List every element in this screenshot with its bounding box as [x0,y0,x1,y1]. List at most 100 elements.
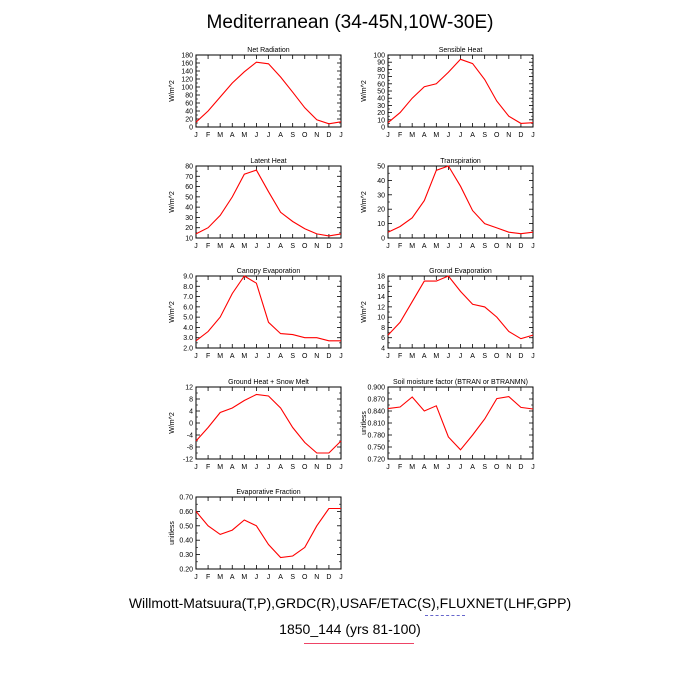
y-tick-label: 40 [185,109,193,116]
y-tick-label: 0.780 [367,433,385,440]
y-tick-label: 30 [185,215,193,222]
x-tick-label: A [230,132,235,139]
series-line [387,165,534,235]
x-tick-label: O [302,243,308,250]
series-line [195,507,341,559]
y-tick-label: 0.840 [367,409,385,416]
x-tick-label: M [217,132,223,139]
x-tick-label: O [494,464,500,471]
y-tick-label: 60 [185,184,193,191]
panel-title: Ground Evaporation [429,268,492,275]
x-tick-label: J [447,132,451,139]
y-tick-label: 40 [377,96,385,103]
x-tick-label: J [531,353,535,360]
x-tick-label: S [290,243,295,250]
x-tick-label: A [278,574,283,581]
x-tick-label: J [339,464,343,471]
x-tick-label: A [278,132,283,139]
y-tick-label: 50 [185,194,193,201]
chart-panel: Soil moisture factor (BTRAN or BTRANMN) 0… [361,379,535,471]
x-tick-label: J [339,243,343,250]
x-tick-label: A [422,132,427,139]
panel-title: Sensible Heat [439,47,483,54]
y-tick-label: 90 [377,60,385,67]
y-tick-label: 3.0 [183,335,193,342]
panel-title: Soil moisture factor (BTRAN or BTRANMN) [393,379,528,386]
y-tick-label: 0 [189,421,193,428]
y-tick-label: 60 [377,81,385,88]
y-tick-label: 20 [185,117,193,124]
chart-panel: Evaporative Fraction 0.20 0.30 0.40 0.50 0.60… [169,489,343,581]
plot-frame [195,275,342,349]
y-axis-label: W/m^2 [169,191,176,213]
x-tick-label: M [409,132,415,139]
y-tick-label: 0.810 [367,421,385,428]
y-tick-label: 20 [377,207,385,214]
y-tick-label: 8 [189,397,193,404]
x-tick-label: J [531,464,535,471]
y-tick-label: 0.750 [367,445,385,452]
series-line [195,61,342,125]
x-tick-label: O [494,132,500,139]
y-tick-label: -8 [187,445,193,452]
x-tick-label: J [194,243,198,250]
x-tick-label: F [206,464,210,471]
y-axis-label: W/m^2 [361,80,368,102]
y-tick-label: 0.40 [179,538,193,545]
x-tick-label: N [314,132,319,139]
y-tick-label: 70 [377,74,385,81]
x-tick-label: J [255,464,259,471]
caption-dashes [425,615,465,616]
x-tick-label: J [447,353,451,360]
y-tick-label: 0.720 [367,457,385,464]
series-line [387,58,534,124]
y-axis-label: W/m^2 [361,301,368,323]
x-tick-label: A [470,132,475,139]
y-tick-label: 0.50 [179,523,193,530]
x-tick-label: F [398,132,402,139]
x-tick-label: J [194,464,198,471]
x-tick-label: M [433,353,439,360]
x-tick-label: F [206,243,210,250]
x-tick-label: J [255,574,259,581]
x-tick-label: J [386,353,390,360]
x-tick-label: O [494,243,500,250]
y-tick-label: 0.900 [367,385,385,392]
x-tick-label: M [433,132,439,139]
x-tick-label: A [422,464,427,471]
x-tick-label: N [314,464,319,471]
x-tick-label: D [326,243,331,250]
x-tick-label: J [267,353,271,360]
series-line [387,396,534,451]
x-tick-label: J [339,132,343,139]
caption-underline [304,643,414,644]
x-tick-label: D [326,353,331,360]
y-tick-label: 6.0 [183,304,193,311]
x-tick-label: J [255,132,259,139]
x-tick-label: N [314,243,319,250]
x-tick-label: O [302,353,308,360]
x-tick-label: N [506,243,511,250]
x-tick-label: S [290,132,295,139]
x-tick-label: J [255,353,259,360]
panel-title: Latent Heat [250,158,286,165]
y-tick-label: 9.0 [183,274,193,281]
y-tick-label: 0.30 [179,552,193,559]
x-tick-label: M [433,464,439,471]
y-tick-label: 10 [377,117,385,124]
x-tick-label: J [447,243,451,250]
y-tick-label: 70 [185,174,193,181]
x-tick-label: J [267,464,271,471]
x-tick-label: O [302,464,308,471]
x-tick-label: A [230,464,235,471]
y-tick-label: 40 [377,178,385,185]
y-tick-label: 10 [377,221,385,228]
x-tick-label: J [386,243,390,250]
series-line [387,275,534,340]
y-tick-label: 12 [377,304,385,311]
x-tick-label: S [290,353,295,360]
x-tick-label: J [255,243,259,250]
